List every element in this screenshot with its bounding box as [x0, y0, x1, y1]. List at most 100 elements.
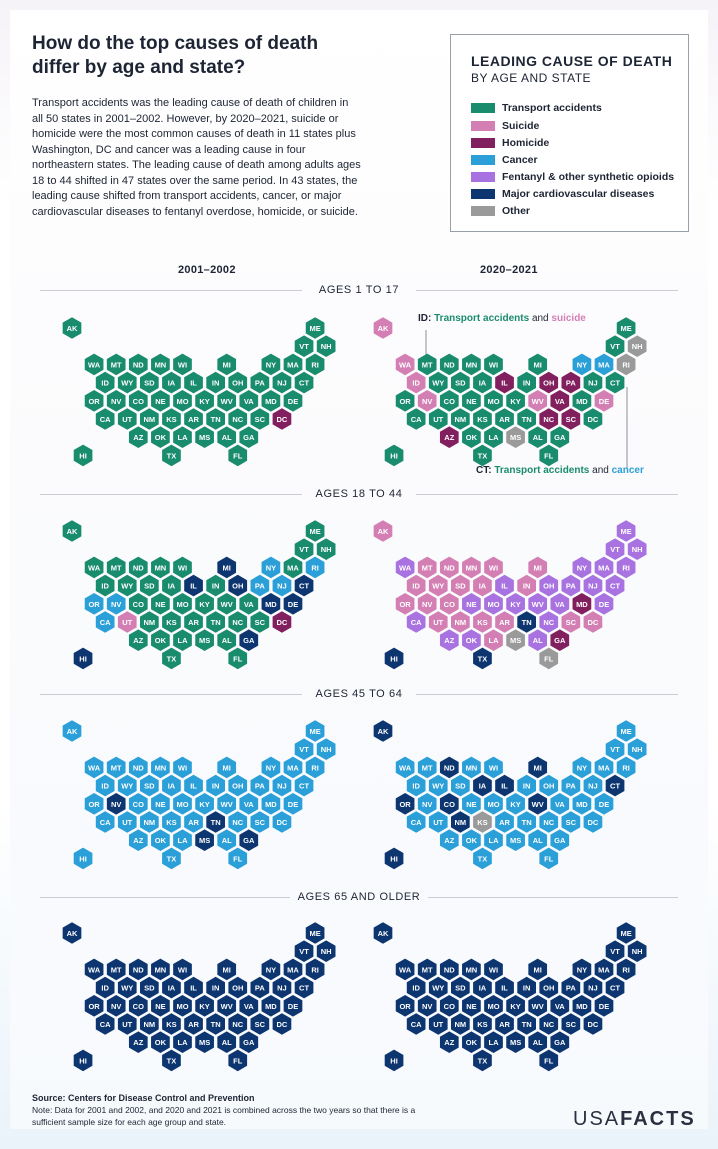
hex-label: NV	[111, 397, 121, 406]
hex-tile-al: AL	[528, 426, 548, 448]
hex-tile-ri: RI	[305, 958, 325, 981]
hex-label: MN	[155, 360, 167, 369]
hex-tile-tn: TN	[517, 1013, 536, 1035]
hex-shape	[283, 756, 303, 779]
hex-tile-ak: AK	[373, 922, 393, 944]
hex-label: AR	[499, 818, 510, 827]
hex-shape	[272, 611, 292, 633]
hex-tile-la: LA	[484, 1031, 503, 1053]
hex-tile-la: LA	[173, 629, 192, 651]
hex-label: NM	[144, 415, 156, 424]
hex-tile-va: VA	[239, 593, 259, 615]
hex-tile-oh: OH	[228, 976, 248, 999]
hex-label: NE	[466, 600, 476, 609]
hex-shape	[616, 922, 636, 944]
hex-shape	[228, 611, 248, 633]
hex-label: TN	[211, 618, 221, 627]
hex-label: AR	[499, 618, 510, 627]
hex-shape	[294, 738, 314, 760]
hex-shape	[228, 647, 248, 670]
hex-shape	[95, 811, 115, 833]
hex-label: GA	[554, 1038, 566, 1047]
hex-shape	[195, 1031, 214, 1053]
hex-tile-ca: CA	[95, 1013, 115, 1035]
hex-shape	[616, 520, 636, 542]
hex-label: NV	[422, 1002, 432, 1011]
hex-tile-dc: DC	[583, 811, 603, 833]
hex-tile-wv: WV	[528, 593, 548, 615]
hex-shape	[539, 611, 559, 633]
hex-label: MO	[176, 1002, 188, 1011]
hex-tile-nv: NV	[106, 793, 126, 815]
hex-shape	[217, 958, 237, 981]
hex-label: NY	[266, 965, 276, 974]
hex-label: ND	[133, 360, 144, 369]
hex-shape	[250, 1013, 270, 1035]
hex-tile-sc: SC	[250, 408, 270, 430]
hex-tile-ny: NY	[261, 353, 281, 376]
hex-tile-ri: RI	[616, 353, 636, 376]
divider	[40, 290, 302, 291]
hex-label: IN	[523, 984, 531, 993]
hex-tile-ct: CT	[605, 371, 625, 394]
hex-tile-oh: OH	[228, 774, 248, 797]
hex-shape	[406, 774, 426, 797]
hex-tile-ok: OK	[151, 629, 170, 651]
hex-tile-ny: NY	[572, 756, 592, 779]
hex-tile-ct: CT	[294, 574, 314, 597]
hex-label: HI	[79, 451, 87, 460]
hex-shape	[594, 593, 614, 615]
hex-shape	[305, 317, 325, 339]
hex-shape	[283, 793, 303, 815]
hex-label: CT	[299, 984, 309, 993]
hex-tile-mn: MN	[151, 958, 170, 981]
hex-label: NE	[155, 800, 165, 809]
hex-tile-ok: OK	[462, 1031, 481, 1053]
hex-tile-mi: MI	[528, 556, 548, 579]
hex-tile-mo: MO	[173, 995, 192, 1017]
hex-tile-co: CO	[128, 390, 148, 412]
hex-tile-me: ME	[616, 520, 636, 542]
hex-shape	[228, 976, 248, 999]
intro-text: Transport accidents was the leading caus…	[32, 97, 361, 218]
hex-shape	[173, 793, 192, 815]
hex-tile-fl: FL	[228, 647, 248, 670]
hex-tile-ri: RI	[616, 958, 636, 981]
hex-shape	[484, 556, 503, 579]
hex-shape	[428, 811, 448, 833]
hex-tile-ms: MS	[195, 629, 214, 651]
hex-label: NH	[632, 545, 643, 554]
hex-label: NJ	[277, 379, 287, 388]
hex-tile-mn: MN	[462, 756, 481, 779]
hex-shape	[583, 976, 603, 999]
hex-shape	[294, 371, 314, 394]
hex-shape	[495, 371, 514, 394]
hex-tile-nd: ND	[439, 958, 459, 981]
hex-label: UT	[433, 618, 443, 627]
hex-label: NM	[455, 415, 467, 424]
hex-shape	[151, 426, 170, 448]
hex-tile-la: LA	[484, 829, 503, 851]
hex-shape	[106, 793, 126, 815]
divider	[40, 494, 302, 495]
hex-label: CO	[133, 397, 144, 406]
hex-label: FL	[233, 854, 243, 863]
hex-tile-pa: PA	[250, 774, 270, 797]
hex-label: ND	[444, 965, 455, 974]
hex-shape	[272, 371, 292, 394]
hex-shape	[451, 811, 470, 833]
hex-label: MO	[176, 800, 188, 809]
hex-tile-az: AZ	[439, 1031, 459, 1053]
hex-tile-ak: AK	[62, 922, 82, 944]
hex-label: SC	[255, 415, 266, 424]
hex-label: NE	[155, 1002, 165, 1011]
hex-label: VA	[244, 600, 254, 609]
hex-label: IA	[479, 582, 487, 591]
hex-tile-ut: UT	[428, 811, 448, 833]
hex-shape	[594, 793, 614, 815]
hex-shape	[616, 317, 636, 339]
hex-label: MO	[487, 1002, 499, 1011]
hex-shape	[605, 738, 625, 760]
hex-shape	[184, 1013, 203, 1035]
hex-tile-ct: CT	[294, 371, 314, 394]
